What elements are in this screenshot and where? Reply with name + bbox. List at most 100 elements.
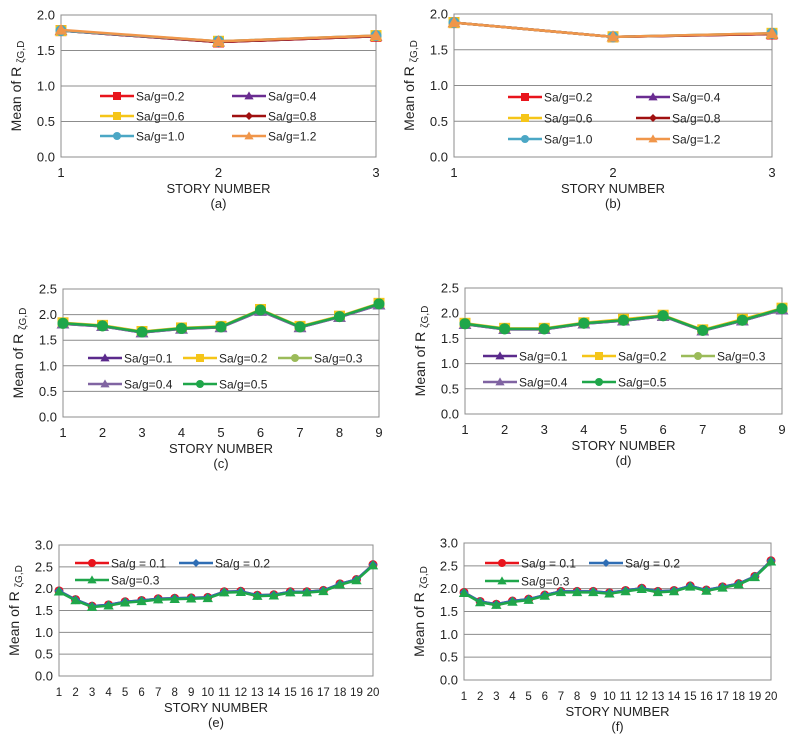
legend: Sa/g = 0.1 Sa/g = 0.2 Sa/g=0.3	[485, 557, 680, 589]
chart-panel-f: 0.00.51.01.52.02.53.01 2 3 4 5 6 7 8 9 10 11 12 13 14…	[411, 536, 777, 735]
data-point	[523, 594, 534, 604]
data-point	[215, 321, 227, 333]
data-point	[219, 587, 230, 597]
x-axis-label: STORY NUMBER	[169, 441, 273, 456]
legend-label: Sa/g=0.1	[519, 350, 568, 364]
y-tick-label: 0.0	[39, 410, 57, 425]
legend-label: Sa/g=0.8	[672, 112, 721, 126]
legend-label: Sa/g=0.5	[618, 376, 667, 390]
x-tick-label: 17	[716, 691, 729, 703]
data-point	[652, 587, 664, 597]
x-tick-label: 6	[542, 691, 548, 703]
chart-panel-d: 0.0 0.5 1.0 1.5 2.0 2.5 1 2 3 4 5 6 7 8 9 STORY NUMBER(…	[412, 281, 789, 468]
y-tick-label: 1.5	[35, 603, 53, 618]
legend: Sa/g=0.2 Sa/g=0.4 Sa/g=0.6 Sa/g=0.8 Sa/g=1.0…	[100, 90, 317, 144]
y-tick-label: 0.0	[35, 669, 53, 684]
chart-panel-a: 0.0 0.5 1.0 1.5 2.0 1 2 3 STORY NUMBER(a) Mean of…	[8, 8, 383, 211]
series-line	[58, 564, 374, 609]
legend: Sa/g = 0.1 Sa/g = 0.2 Sa/g=0.3	[75, 557, 270, 588]
y-tick-label: 0.5	[441, 381, 459, 396]
data-point	[736, 314, 748, 326]
data-point	[571, 587, 583, 597]
legend-marker	[648, 134, 658, 143]
x-tick-label: 2	[72, 687, 78, 699]
legend-label: Sa/g=0.6	[544, 112, 593, 126]
legend-label: Sa/g=1.0	[544, 133, 593, 147]
y-tick-label: 0.5	[37, 114, 55, 129]
y-tick-label: 1.0	[35, 625, 53, 640]
data-point	[57, 317, 69, 329]
y-tick-label: 2.0	[430, 7, 448, 22]
x-tick-label: 13	[651, 691, 664, 703]
plot-area-border	[58, 544, 374, 677]
y-axis-label: Mean of R ζG,D	[412, 306, 431, 397]
x-tick-label: 2	[215, 165, 222, 180]
legend-label: Sa/g=0.1	[124, 352, 173, 366]
x-tick-label: 8	[574, 691, 580, 703]
legend-item: Sa/g=0.4	[232, 90, 317, 104]
x-tick-label: 3	[138, 425, 145, 440]
x-tick-label: 2	[501, 422, 508, 437]
legend-marker	[100, 379, 110, 388]
y-axis-label-subscript: ζG,D	[419, 566, 430, 588]
legend-marker	[595, 378, 603, 386]
x-tick-label: 2	[609, 165, 616, 180]
x-tick-label: 1	[450, 165, 457, 180]
data-point	[620, 586, 631, 596]
data-point	[765, 556, 777, 566]
data-point	[351, 575, 362, 585]
x-tick-label: 15	[684, 691, 697, 703]
y-tick-label: 0.5	[39, 384, 57, 399]
legend-item: Sa/g = 0.2	[589, 557, 680, 571]
series-Sag=0.5	[459, 303, 788, 336]
x-tick-label: 20	[367, 687, 380, 699]
legend-marker	[694, 352, 702, 360]
y-axis-label: Mean of R ζG,D	[411, 566, 430, 657]
data-point	[578, 317, 590, 329]
data-point	[235, 586, 246, 596]
y-tick-label: 1.5	[39, 333, 57, 348]
y-tick-label: 1.5	[441, 331, 459, 346]
y-axis-label: Mean of R ζG,D	[8, 41, 27, 132]
legend-marker	[245, 112, 253, 120]
data-point	[119, 597, 131, 607]
legend-item: Sa/g=0.5	[582, 376, 667, 390]
legend-item: Sa/g=0.1	[483, 350, 568, 364]
data-point	[54, 23, 68, 35]
y-tick-label: 2.0	[37, 8, 55, 23]
data-point	[717, 582, 728, 592]
legend-marker	[113, 112, 121, 120]
legend-marker	[244, 131, 254, 140]
y-tick-label: 2.5	[35, 559, 53, 574]
x-tick-label: 5	[620, 422, 627, 437]
x-tick-label: 9	[375, 425, 382, 440]
y-tick-label: 3.0	[440, 536, 458, 551]
y-tick-label: 0.0	[440, 673, 458, 688]
legend-item: Sa/g=1.0	[100, 130, 185, 144]
panel-label: (f)	[611, 719, 623, 734]
panel-label: (a)	[211, 196, 227, 211]
legend-label: Sa/g=0.4	[124, 378, 173, 392]
x-tick-label: 7	[155, 687, 161, 699]
legend-marker	[244, 91, 254, 100]
data-point	[367, 560, 379, 570]
legend-label: Sa/g=1.2	[268, 130, 317, 144]
x-tick-label: 10	[201, 687, 214, 699]
legend-marker	[649, 114, 657, 122]
data-point	[685, 581, 696, 591]
x-tick-label: 15	[284, 687, 297, 699]
plot-area-border	[464, 287, 783, 415]
data-point	[373, 298, 385, 310]
legend-label: Sa/g=1.0	[136, 130, 185, 144]
x-tick-label: 19	[350, 687, 363, 699]
series-Sag=1.2	[447, 16, 779, 42]
y-tick-label: 1.0	[440, 627, 458, 642]
data-point	[749, 572, 761, 582]
legend-item: Sa/g=1.2	[636, 133, 721, 147]
data-point	[186, 593, 197, 603]
data-point	[733, 579, 744, 589]
legend: Sa/g=0.1 Sa/g=0.2 Sa/g=0.3 Sa/g=0.4 Sa/g=0.5	[88, 352, 363, 392]
legend-label: Sa/g=0.4	[519, 376, 568, 390]
data-point	[776, 303, 788, 315]
x-tick-label: 9	[188, 687, 194, 699]
